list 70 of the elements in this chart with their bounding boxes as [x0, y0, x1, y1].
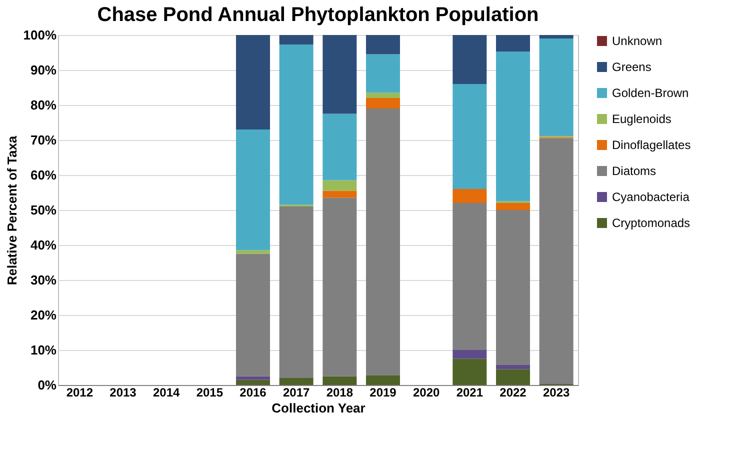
bar — [496, 210, 530, 366]
bar — [496, 365, 530, 370]
legend-label: Euglenoids — [612, 112, 672, 126]
x-axis-title: Collection Year — [272, 400, 366, 416]
legend-label: Cryptomonads — [612, 216, 690, 230]
bar — [366, 98, 400, 108]
bar — [322, 190, 357, 198]
bar — [322, 35, 357, 114]
bar — [366, 92, 400, 98]
bar — [236, 250, 270, 254]
x-tick-label: 2019 — [370, 386, 397, 400]
bar — [496, 35, 530, 52]
y-tick-label: 80% — [30, 98, 57, 112]
x-tick-label: 2013 — [110, 386, 137, 400]
bar — [322, 180, 357, 191]
bar — [496, 203, 530, 210]
x-tick-label: 2014 — [152, 386, 180, 400]
bar — [496, 369, 530, 385]
x-tick-label: 2022 — [500, 386, 527, 400]
y-tick-label: 40% — [30, 238, 57, 252]
legend-label: Greens — [612, 60, 652, 74]
legend-label: Diatoms — [612, 164, 656, 178]
chart-title: Chase Pond Annual Phytoplankton Population — [97, 4, 539, 26]
bar — [322, 114, 357, 180]
y-tick-label: 30% — [30, 272, 57, 288]
bar — [366, 35, 400, 54]
y-tick-label: 70% — [30, 132, 57, 148]
bar — [452, 35, 487, 84]
bar — [279, 378, 314, 385]
bar — [452, 358, 487, 385]
x-tick-label: 2023 — [542, 386, 570, 400]
bar — [279, 44, 314, 205]
x-tick-label: 2020 — [412, 386, 440, 400]
y-tick-label: 10% — [30, 342, 57, 358]
bar — [452, 84, 487, 189]
bar — [366, 376, 400, 385]
bar — [236, 376, 270, 380]
bar — [539, 38, 574, 136]
bar — [366, 108, 400, 376]
y-tick-label: 20% — [30, 308, 57, 322]
bar — [236, 130, 270, 250]
x-tick-label: 2012 — [66, 386, 94, 400]
bar — [452, 189, 487, 203]
bar — [539, 35, 574, 38]
legend-label: Golden-Brown — [612, 86, 689, 100]
y-tick-label: 60% — [30, 168, 57, 182]
legend-label: Cyanobacteria — [612, 190, 690, 204]
legend-label: Dinoflagellates — [612, 138, 691, 152]
y-tick-label: 0% — [38, 378, 57, 392]
bar — [236, 254, 270, 376]
bar — [279, 35, 314, 44]
bar — [236, 35, 270, 130]
bar — [236, 380, 270, 385]
x-tick-label: 2016 — [240, 386, 267, 400]
x-tick-label: 2015 — [196, 386, 224, 400]
x-tick-label: 2021 — [456, 386, 484, 400]
bar — [322, 198, 357, 376]
bar — [279, 206, 314, 378]
legend-label: Unknown — [612, 34, 662, 48]
x-tick-label: 2018 — [326, 386, 354, 400]
bar — [496, 51, 530, 202]
bar — [366, 54, 400, 93]
bar — [452, 203, 487, 350]
y-tick-label: 90% — [30, 62, 57, 78]
y-axis-title: Relative Percent of Taxa — [4, 135, 20, 286]
x-tick-label: 2017 — [282, 386, 310, 400]
y-tick-label: 100% — [23, 28, 57, 42]
bar — [452, 350, 487, 359]
bar — [322, 376, 357, 385]
y-tick-label: 50% — [30, 202, 57, 218]
